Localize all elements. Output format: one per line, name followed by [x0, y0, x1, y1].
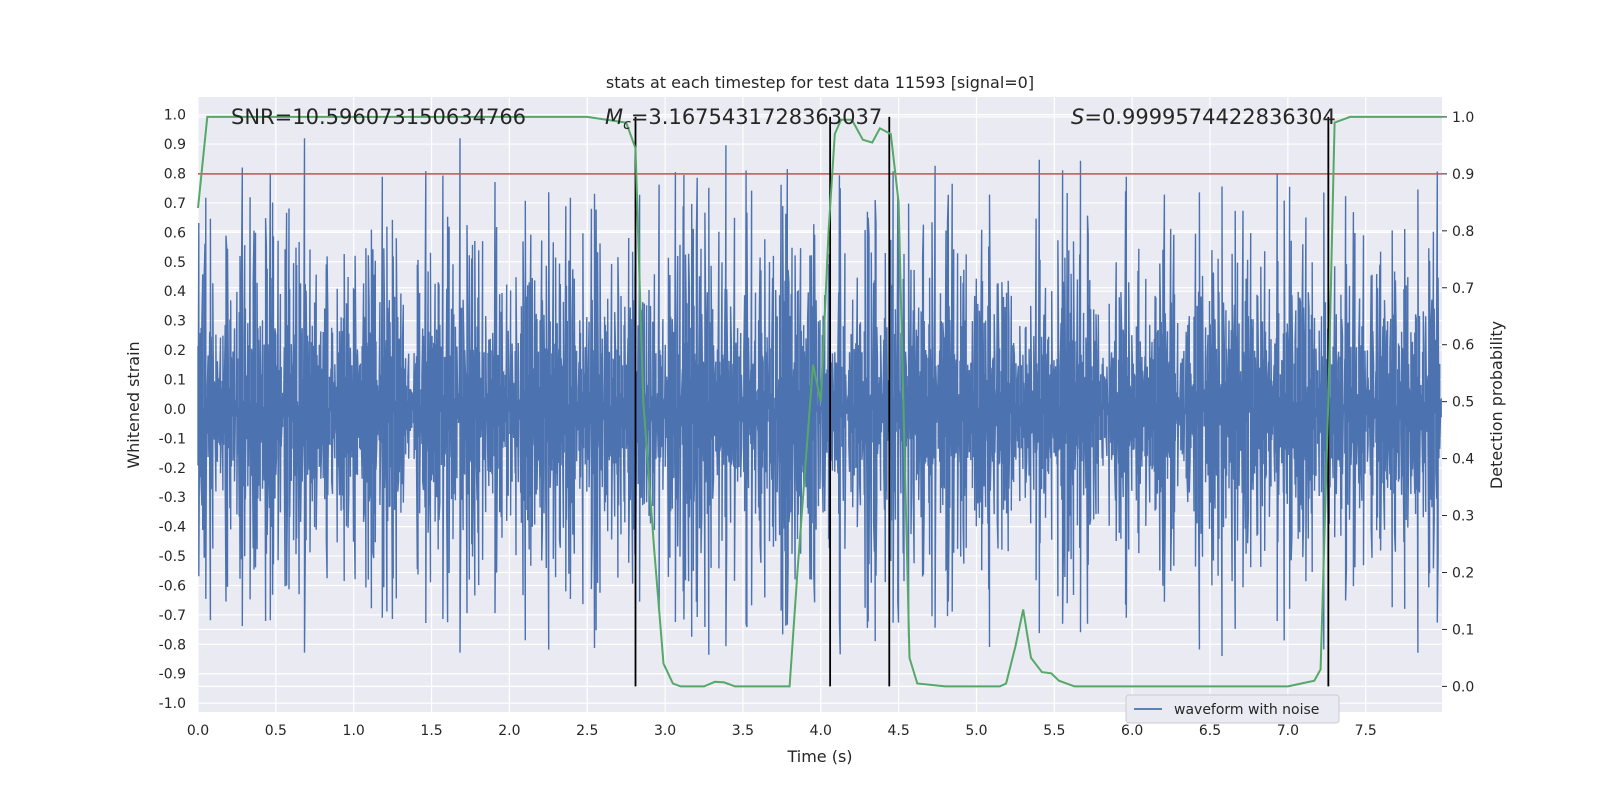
y2-tick-label: 0.4: [1452, 452, 1474, 468]
y-tick-label: 1.0: [164, 108, 186, 124]
x-tick-label: 6.5: [1199, 723, 1221, 739]
chirp-mass-annotation: Mc=3.1675431728363037: [605, 105, 882, 133]
detection-probability-series: [197, 115, 1442, 688]
y2-axis-ticks: 1.0 0.9 0.8 0.7 0.6 0.5 0.4 0.3 0.2 0.1 0.0: [1442, 110, 1474, 695]
y-tick-label: -0.3: [159, 490, 186, 506]
y-tick-label: -0.1: [159, 431, 186, 447]
y-tick-label: 0.3: [164, 314, 186, 330]
y2-tick-label: 0.6: [1452, 338, 1474, 354]
y2-tick-label: 0.8: [1452, 224, 1474, 240]
x-tick-label: 1.5: [420, 723, 442, 739]
y-tick-label: 0.9: [164, 137, 186, 153]
plot-area: [197, 115, 1442, 688]
x-tick-label: 0.5: [265, 723, 287, 739]
x-tick-label: 7.5: [1355, 723, 1377, 739]
y-tick-label: -0.9: [159, 667, 186, 683]
spin-value: =0.9999574422836304: [1084, 105, 1335, 129]
y-tick-label: -0.5: [159, 549, 186, 565]
y2-tick-label: 0.2: [1452, 565, 1474, 581]
y-tick-label: 0.1: [164, 372, 186, 388]
spin-annotation: S=0.9999574422836304: [1071, 105, 1336, 129]
y2-tick-label: 0.5: [1452, 395, 1474, 411]
x-axis-ticks: 0.0 0.5 1.0 1.5 2.0 2.5 3.0 3.5 4.0 4.5 5.0 5.5 6.0 6…: [187, 723, 1377, 739]
y-tick-label: 0.4: [164, 284, 186, 300]
y-tick-label: 0.7: [164, 196, 186, 212]
chirp-mass-subscript: c: [623, 117, 631, 133]
x-tick-label: 7.0: [1277, 723, 1299, 739]
y-axis-ticks: 1.0 0.9 0.8 0.7 0.6 0.5 0.4 0.3 0.2 0.1 0.0 -0.1 -0.…: [159, 108, 186, 713]
y2-tick-label: 0.9: [1452, 167, 1474, 183]
y-tick-label: 0.8: [164, 167, 186, 183]
x-axis-label: Time (s): [786, 747, 852, 766]
x-tick-label: 4.0: [810, 723, 832, 739]
x-tick-label: 5.0: [965, 723, 987, 739]
y2-tick-label: 0.7: [1452, 281, 1474, 297]
x-tick-label: 6.0: [1121, 723, 1143, 739]
snr-annotation: SNR=10.596073150634766: [231, 105, 526, 129]
y-tick-label: 0.5: [164, 255, 186, 271]
y-tick-label: -0.8: [159, 637, 186, 653]
y2-tick-label: 0.0: [1452, 679, 1474, 695]
x-tick-label: 5.5: [1043, 723, 1065, 739]
x-tick-label: 4.5: [887, 723, 909, 739]
y-tick-label: 0.6: [164, 225, 186, 241]
y-axis-label: Whitened strain: [124, 341, 143, 468]
chirp-mass-symbol: M: [605, 105, 623, 129]
y-tick-label: -0.2: [159, 461, 186, 477]
chart-title: stats at each timestep for test data 115…: [606, 73, 1034, 92]
x-tick-label: 0.0: [187, 723, 209, 739]
y-tick-label: 0.2: [164, 343, 186, 359]
legend: waveform with noise: [1125, 694, 1340, 724]
y2-tick-label: 1.0: [1452, 110, 1474, 126]
spin-symbol: S: [1071, 105, 1084, 129]
y-tick-label: -1.0: [159, 696, 186, 712]
x-tick-label: 3.5: [732, 723, 754, 739]
chirp-mass-value: =3.1675431728363037: [631, 105, 882, 129]
y2-tick-label: 0.1: [1452, 622, 1474, 638]
x-tick-label: 2.0: [498, 723, 520, 739]
x-tick-label: 2.5: [576, 723, 598, 739]
legend-label: waveform with noise: [1174, 702, 1319, 718]
y-tick-label: 0.0: [164, 402, 186, 418]
y-tick-label: -0.6: [159, 578, 186, 594]
y-tick-label: -0.7: [159, 608, 186, 624]
x-tick-label: 1.0: [343, 723, 365, 739]
y2-axis-label: Detection probability: [1487, 321, 1506, 489]
x-tick-label: 3.0: [654, 723, 676, 739]
y2-tick-label: 0.3: [1452, 509, 1474, 525]
y-tick-label: -0.4: [159, 520, 186, 536]
legend-box: [1125, 694, 1340, 724]
waveform-series: [197, 138, 1442, 657]
